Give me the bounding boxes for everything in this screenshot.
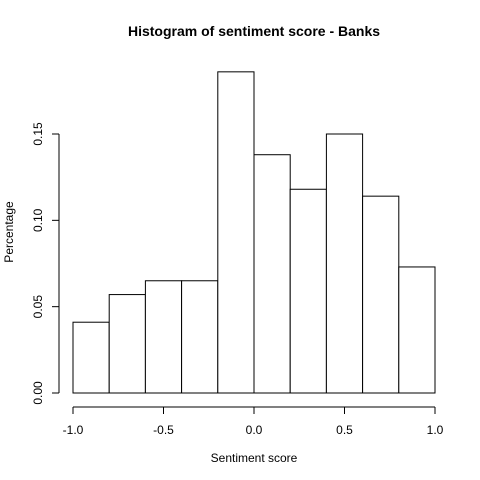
histogram-bar xyxy=(325,133,364,394)
histogram-bar xyxy=(72,321,110,394)
histogram-bar xyxy=(108,294,146,394)
x-tick-label: 0.0 xyxy=(246,423,263,437)
x-tick-label: -0.5 xyxy=(153,423,174,437)
x-axis-label: Sentiment score xyxy=(211,451,298,465)
x-axis: -1.0 -0.5 0.0 0.5 1.0 xyxy=(63,406,444,437)
histogram-bar xyxy=(253,154,291,394)
y-axis-label: Percentage xyxy=(2,201,16,263)
y-tick-label: 0.10 xyxy=(31,208,45,232)
y-axis: 0.00 0.05 0.10 0.15 xyxy=(31,122,60,405)
y-tick-label: 0.05 xyxy=(31,295,45,319)
histogram-bar xyxy=(362,195,400,394)
y-tick-label: 0.15 xyxy=(31,122,45,146)
histogram-bar xyxy=(217,71,255,394)
x-tick-label: -1.0 xyxy=(63,423,84,437)
x-tick-label: 1.0 xyxy=(427,423,444,437)
histogram-bar xyxy=(398,266,436,394)
y-tick-label: 0.00 xyxy=(31,381,45,405)
bars-group xyxy=(72,71,436,394)
histogram-bar xyxy=(181,280,219,394)
histogram-bar xyxy=(144,280,183,394)
histogram-bar xyxy=(289,188,327,394)
chart-title: Histogram of sentiment score - Banks xyxy=(128,23,380,39)
x-tick-label: 0.5 xyxy=(336,423,353,437)
